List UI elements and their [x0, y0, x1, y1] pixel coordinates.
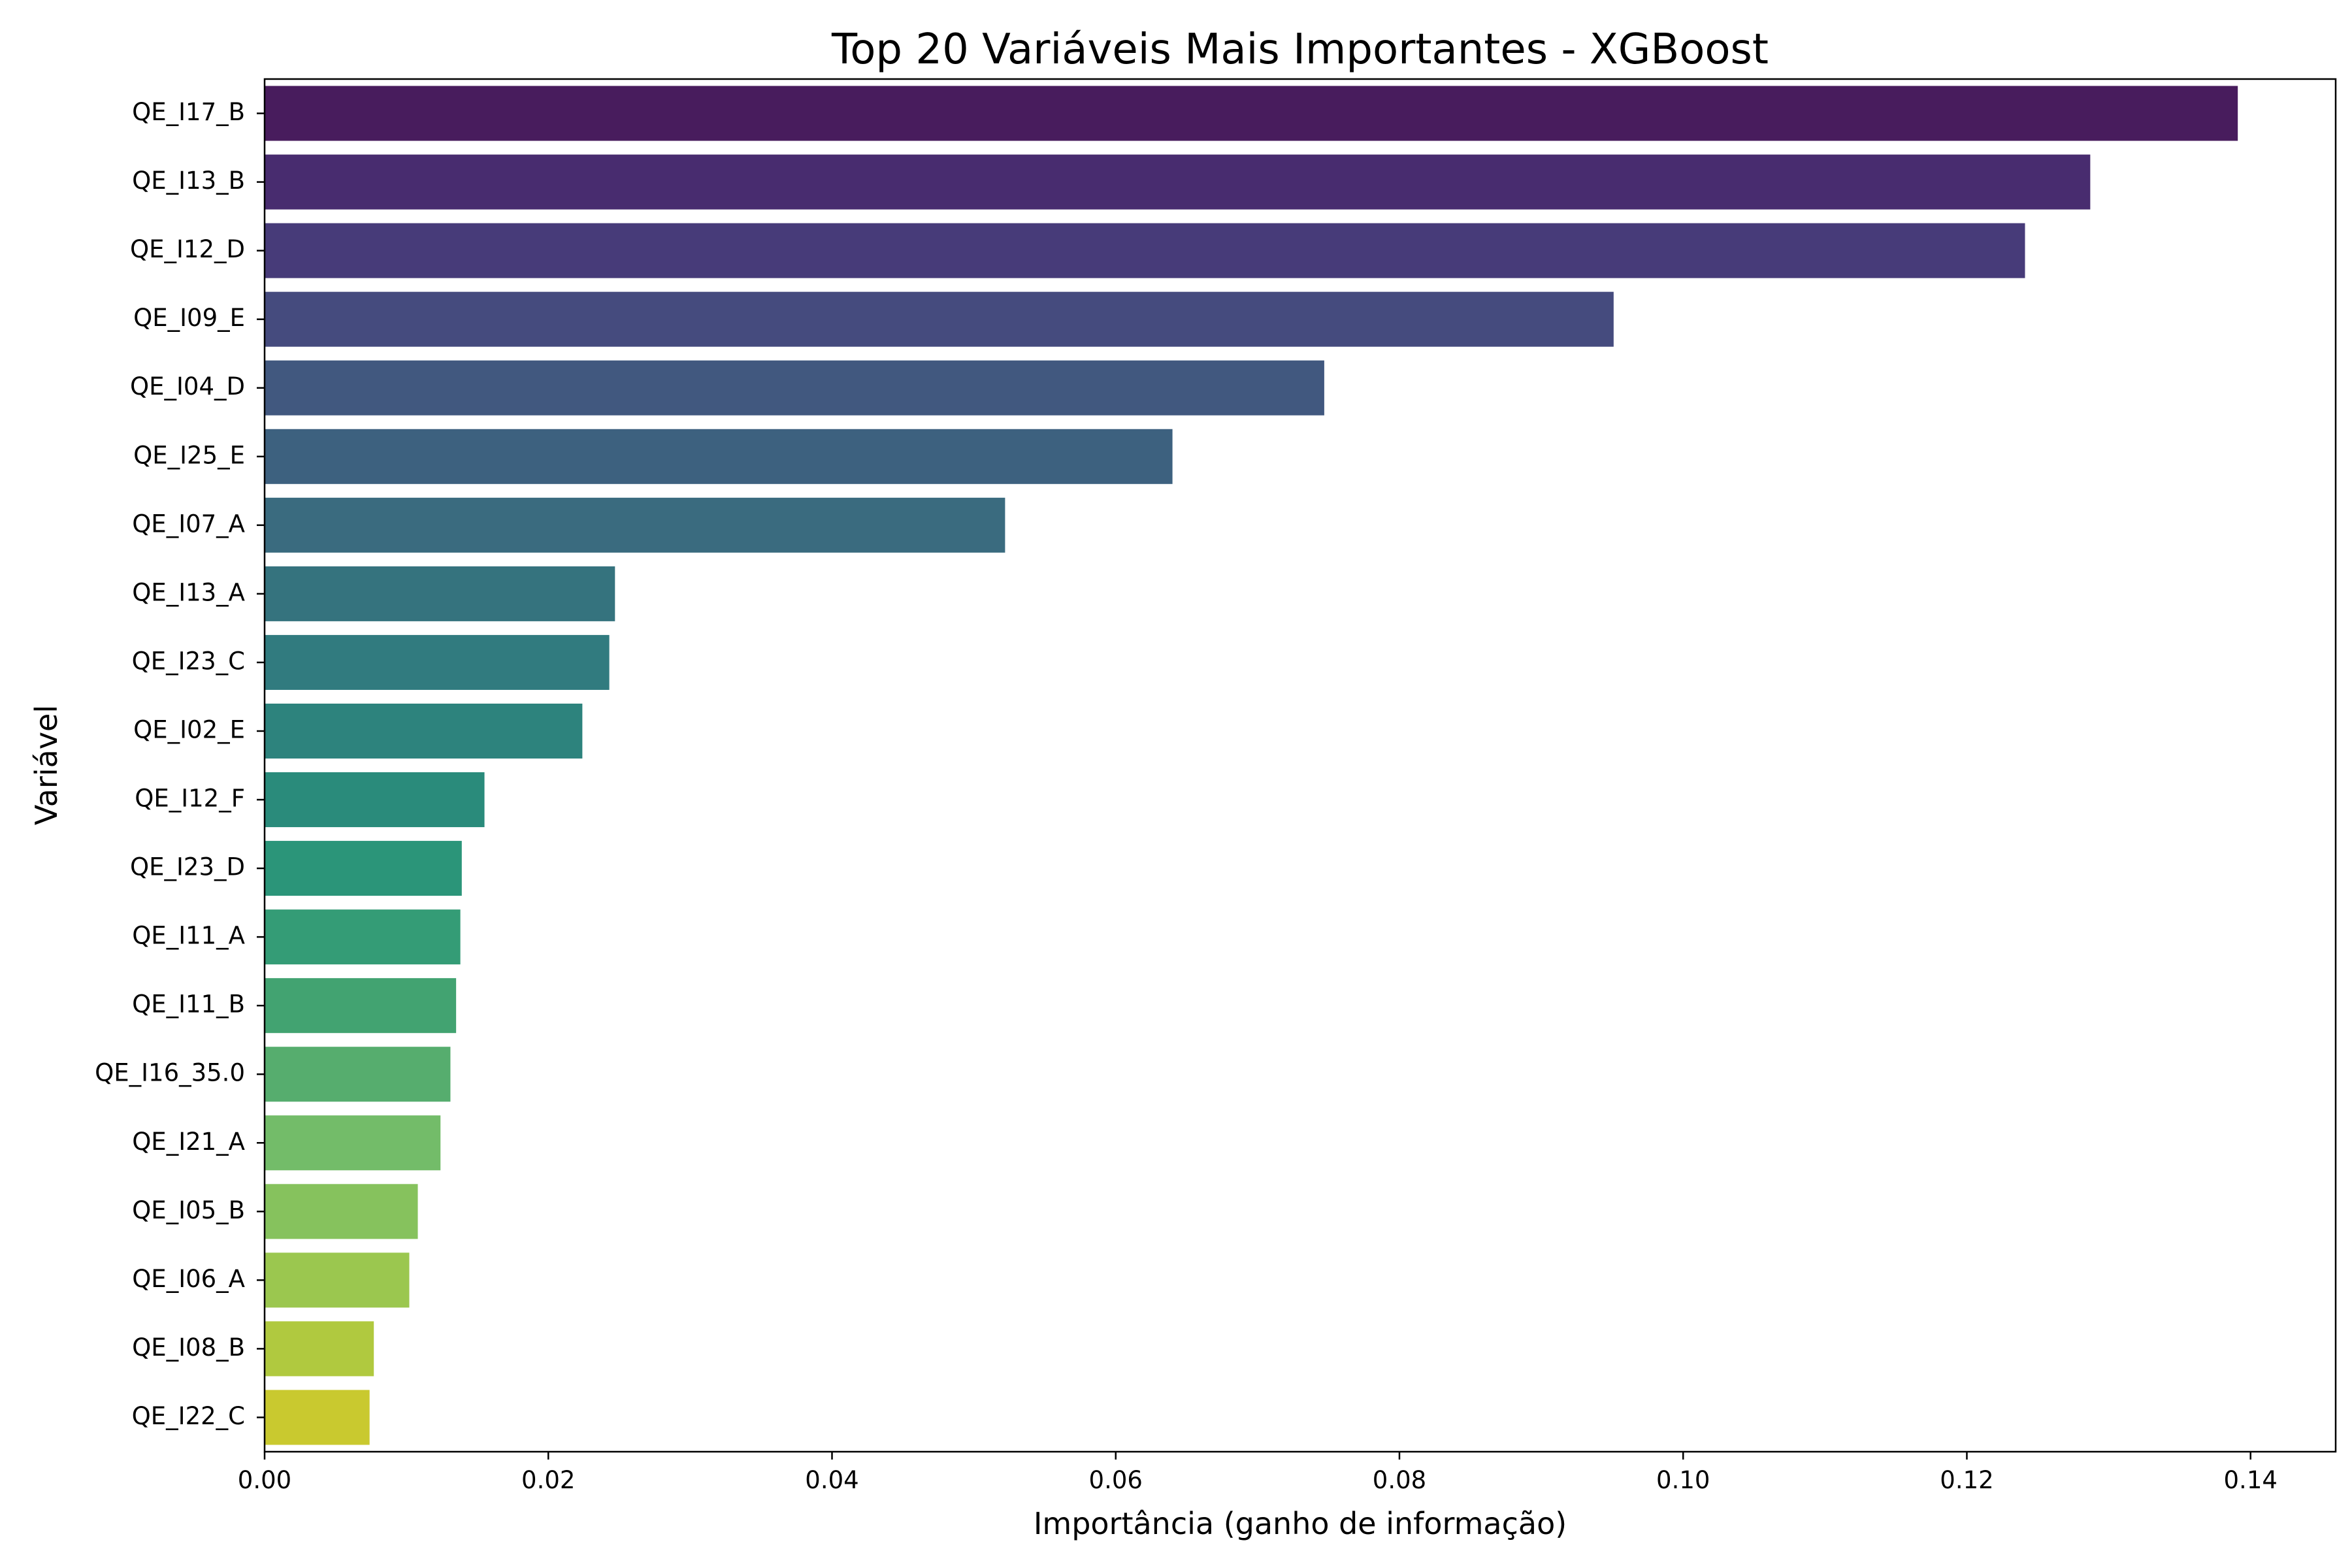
y-tick-label: QE_I13_B [132, 167, 245, 195]
y-tick-label: QE_I25_E [133, 441, 245, 469]
bars-group [265, 86, 2238, 1445]
x-tick-label: 0.12 [1940, 1466, 1993, 1494]
y-ticks-group: QE_I17_B QE_I13_B QE_I12_D QE_I09_E QE_I04_D… [95, 98, 265, 1430]
y-tick-label: QE_I09_E [133, 304, 245, 332]
bar-QE_I21_A [265, 1115, 441, 1171]
y-tick-label: QE_I05_B [132, 1196, 245, 1224]
x-tick-label: 0.00 [238, 1466, 291, 1494]
x-tick-label: 0.02 [521, 1466, 575, 1494]
bar-QE_I23_C [265, 634, 610, 690]
bar-QE_I12_F [265, 772, 485, 828]
x-tick-label: 0.06 [1089, 1466, 1143, 1494]
bar-QE_I05_B [265, 1184, 418, 1239]
bar-QE_I25_E [265, 429, 1173, 484]
bar-QE_I09_E [265, 291, 1614, 347]
bar-QE_I06_A [265, 1252, 410, 1308]
bar-QE_I17_B [265, 86, 2238, 141]
x-tick-label: 0.14 [2224, 1466, 2278, 1494]
bar-QE_I07_A [265, 497, 1005, 553]
bar-QE_I11_A [265, 909, 461, 965]
y-tick-label: QE_I13_A [132, 578, 245, 606]
bar-QE_I22_C [265, 1390, 370, 1445]
chart-title: Top 20 Variáveis Mais Importantes - XGBo… [831, 25, 1769, 74]
y-tick-label: QE_I12_F [135, 785, 245, 813]
y-axis-label: Variável [29, 705, 64, 825]
x-axis-label: Importância (ganho de informação) [1034, 1506, 1567, 1541]
y-tick-label: QE_I12_D [130, 235, 245, 263]
y-tick-label: QE_I16_35.0 [95, 1059, 245, 1087]
bar-QE_I23_D [265, 841, 462, 896]
x-tick-label: 0.04 [805, 1466, 858, 1494]
bar-QE_I08_B [265, 1321, 374, 1377]
bar-QE_I16_35.0 [265, 1047, 451, 1102]
bar-QE_I02_E [265, 703, 583, 759]
y-tick-label: QE_I08_B [132, 1333, 245, 1362]
y-tick-label: QE_I21_A [132, 1128, 245, 1156]
bar-QE_I12_D [265, 223, 2025, 278]
bar-QE_I13_B [265, 154, 2091, 210]
y-tick-label: QE_I23_D [130, 853, 245, 881]
y-tick-label: QE_I11_B [132, 990, 245, 1019]
plot-frame [263, 78, 2337, 1453]
x-tick-label: 0.10 [1656, 1466, 1710, 1494]
y-tick-label: QE_I22_C [132, 1402, 245, 1430]
x-ticks-group: 0.00 0.02 0.04 0.06 0.08 0.10 0.12 0.14 [238, 1452, 2278, 1494]
bar-QE_I11_B [265, 978, 457, 1034]
y-tick-label: QE_I02_E [133, 715, 245, 743]
bar-QE_I04_D [265, 360, 1324, 416]
bar-QE_I13_A [265, 566, 615, 621]
y-tick-label: QE_I06_A [132, 1265, 245, 1293]
x-tick-label: 0.08 [1373, 1466, 1426, 1494]
y-tick-label: QE_I23_C [132, 647, 245, 675]
y-tick-label: QE_I17_B [132, 98, 245, 126]
y-tick-label: QE_I07_A [132, 510, 245, 538]
y-tick-label: QE_I11_A [132, 922, 245, 950]
y-tick-label: QE_I04_D [130, 372, 245, 400]
